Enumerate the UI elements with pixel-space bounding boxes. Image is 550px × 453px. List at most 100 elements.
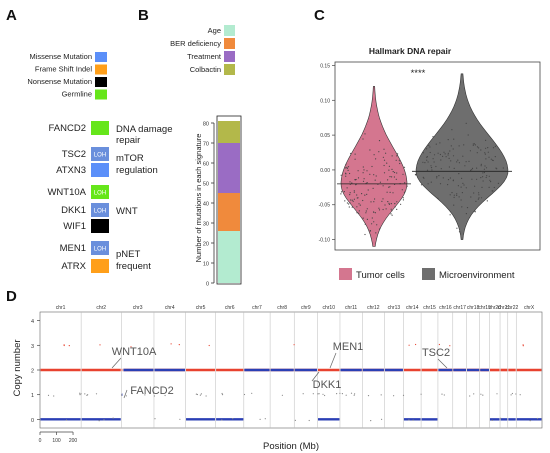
cn-outlier-point	[408, 419, 410, 421]
violin-point-tumor-cells	[382, 208, 384, 211]
gene-label-fancd2: FANCD2	[49, 123, 86, 134]
violin-point-microenvironment	[461, 177, 463, 179]
violin-point-microenvironment	[443, 151, 445, 153]
violin-point-tumor-cells	[348, 203, 350, 205]
violin-point-microenvironment	[467, 134, 469, 136]
cn-outlier-point	[243, 393, 246, 396]
cn-outlier-point	[112, 417, 114, 419]
violin-point-tumor-cells	[374, 179, 376, 181]
violin-point-microenvironment	[471, 169, 473, 171]
pathway-pnet-line2: frequent	[116, 261, 151, 272]
chrom-label-chr2: chr2	[96, 305, 106, 311]
violin-point-tumor-cells	[345, 175, 347, 177]
violin-point-tumor-cells	[349, 192, 351, 194]
violin-point-tumor-cells	[349, 194, 351, 196]
violin-point-microenvironment	[470, 196, 472, 198]
violin-point-tumor-cells	[349, 202, 351, 204]
violin-point-tumor-cells	[354, 153, 356, 155]
cn-outlier-point	[53, 395, 55, 397]
violin-plot-frame	[334, 61, 541, 251]
violin-point-microenvironment	[449, 150, 451, 152]
violin-point-microenvironment	[462, 155, 464, 157]
violin-point-tumor-cells	[355, 184, 357, 186]
cn-outlier-point	[179, 418, 181, 420]
violin-point-tumor-cells	[386, 191, 388, 193]
chrom-label-chr20: chr20	[488, 305, 501, 311]
violin-point-microenvironment	[480, 197, 483, 199]
violin-point-microenvironment	[474, 144, 476, 146]
violin-tick-label--0.05: -0.05	[319, 203, 331, 209]
annotation-leader-fancd2	[123, 389, 128, 399]
cn-outlier-point	[341, 393, 343, 395]
violin-point-tumor-cells	[382, 185, 384, 187]
violin-point-microenvironment	[494, 156, 496, 158]
sig-legend-swatch-colbactin	[224, 64, 235, 75]
violin-point-microenvironment	[439, 183, 442, 185]
cn-outlier-point	[293, 344, 295, 346]
violin-point-microenvironment	[460, 199, 462, 201]
cn-outlier-point	[491, 419, 493, 421]
violin-point-microenvironment	[451, 129, 453, 131]
violin-microenvironment	[415, 73, 509, 240]
violin-point-microenvironment	[486, 175, 488, 177]
violin-point-microenvironment	[488, 156, 490, 158]
violin-point-microenvironment	[439, 153, 441, 156]
violin-point-tumor-cells	[403, 166, 406, 168]
cn-outlier-point	[232, 418, 234, 420]
panel-b-tick-label-20: 20	[203, 242, 209, 248]
violin-point-microenvironment	[447, 152, 449, 154]
cn-outlier-point	[47, 394, 50, 396]
cn-outlier-point	[200, 393, 202, 395]
chrom-label-chr3: chr3	[133, 305, 143, 311]
legend-swatch-nonsense-mutation	[95, 77, 107, 87]
cn-outlier-point	[510, 394, 512, 396]
violin-point-microenvironment	[474, 210, 476, 212]
violin-point-microenvironment	[431, 169, 433, 171]
violin-point-tumor-cells	[369, 149, 371, 151]
violin-point-tumor-cells	[388, 169, 390, 171]
cn-outlier-point	[354, 393, 356, 395]
cn-outlier-point	[103, 419, 105, 421]
violin-point-tumor-cells	[356, 197, 358, 199]
violin-point-tumor-cells	[391, 214, 393, 216]
violin-point-microenvironment	[478, 197, 480, 199]
violin-point-tumor-cells	[391, 176, 393, 178]
panel-b-legend: Age BER deficiency Treatment Colbactin	[170, 25, 235, 75]
violin-point-tumor-cells	[371, 223, 373, 225]
violin-point-microenvironment	[458, 145, 460, 147]
violin-point-microenvironment	[435, 143, 437, 145]
violin-point-tumor-cells	[362, 166, 364, 168]
panel-b-y-axis-label: Number of mutations in each signature	[194, 134, 203, 263]
violin-point-microenvironment	[490, 158, 492, 160]
violin-point-microenvironment	[473, 143, 475, 145]
violin-point-microenvironment	[461, 206, 463, 208]
violin-point-tumor-cells	[401, 189, 403, 191]
violin-point-tumor-cells	[396, 208, 398, 210]
violin-point-microenvironment	[466, 207, 469, 209]
pathway-mtor-line1: mTOR	[116, 153, 144, 164]
cn-outlier-point	[469, 395, 471, 397]
violin-point-tumor-cells	[363, 169, 365, 171]
gene-annotation-fancd2: FANCD2	[130, 385, 173, 397]
violin-point-tumor-cells	[347, 166, 350, 168]
violin-point-microenvironment	[494, 145, 496, 147]
violin-point-microenvironment	[415, 174, 417, 176]
chrom-label-chr7: chr7	[252, 305, 262, 311]
cn-outlier-point	[95, 393, 98, 395]
violin-point-tumor-cells	[364, 223, 366, 225]
cn-outlier-point	[317, 393, 319, 395]
violin-point-microenvironment	[491, 190, 493, 192]
violin-point-microenvironment	[426, 148, 428, 150]
violin-point-tumor-cells	[370, 201, 372, 203]
violin-point-tumor-cells	[362, 199, 364, 202]
cn-tick-label-0: 0	[31, 418, 34, 424]
violin-tumor-cells	[340, 86, 408, 247]
cn-outlier-point	[80, 393, 82, 395]
chrom-label-chr14: chr14	[406, 305, 419, 311]
violin-point-tumor-cells	[395, 159, 397, 161]
cn-tick-label-2: 2	[31, 369, 34, 375]
violin-point-microenvironment	[482, 172, 484, 174]
violin-point-microenvironment	[496, 168, 498, 170]
scale-tick-label-100: 100	[52, 438, 61, 444]
violin-point-microenvironment	[488, 186, 490, 188]
